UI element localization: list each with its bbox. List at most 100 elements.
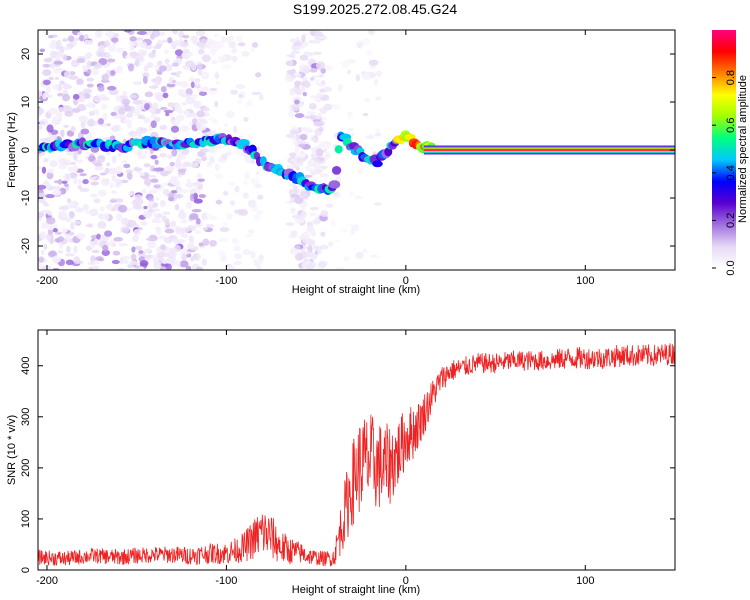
spectrogram-speckle: [159, 152, 167, 158]
spectrogram-speckle: [108, 45, 116, 52]
spectrogram-speckle: [65, 253, 75, 257]
spectrogram-speckle: [143, 177, 152, 186]
spectrogram-speckle: [112, 242, 117, 247]
spectrogram-speckle: [43, 31, 50, 36]
spectrogram-speckle: [142, 75, 148, 84]
spectrogram-speckle: [88, 110, 95, 116]
spectrogram-speckle: [319, 173, 330, 178]
spectrogram-speckle: [191, 118, 198, 125]
spectrogram-speckle: [63, 105, 70, 110]
spectrogram-speckle: [213, 33, 221, 38]
spectrogram-speckle: [190, 256, 195, 262]
spectrogram-speckle: [73, 150, 79, 157]
spectrogram-speckle: [194, 158, 202, 165]
spectrogram-speckle: [320, 165, 328, 169]
spectrogram-speckle: [86, 77, 95, 82]
spectrogram-speckle: [123, 119, 133, 125]
spectrogram-speckle: [61, 180, 68, 184]
spectrogram-speckle: [43, 158, 49, 163]
spectrogram-speckle: [168, 196, 175, 202]
spectrogram-speckle: [83, 34, 89, 39]
spectrogram-speckle: [170, 125, 180, 133]
spectrogram-speckle: [57, 117, 62, 122]
spectrogram-speckle: [140, 220, 148, 226]
spectrogram-speckle: [226, 212, 233, 220]
spectrogram-speckle: [121, 98, 131, 105]
spectrogram-speckle: [209, 240, 217, 247]
spectrogram-speckle: [173, 193, 184, 199]
spectrogram-speckle: [160, 244, 167, 251]
spectrogram-speckle: [304, 165, 312, 172]
spectrogram-speckle: [152, 217, 161, 223]
spectrogram-speckle: [47, 168, 55, 174]
spectrogram-speckle: [111, 174, 117, 183]
spectrogram-speckle: [245, 100, 253, 108]
spectrogram-speckle: [146, 62, 154, 68]
spectrogram-speckle: [236, 35, 243, 43]
spectrogram-speckle: [171, 79, 176, 84]
spectrogram-speckle: [152, 167, 162, 172]
spectrogram-speckle: [38, 256, 45, 263]
spectrogram-speckle: [221, 64, 232, 70]
spectrogram-speckle: [148, 189, 159, 194]
spectrogram-speckle: [357, 168, 364, 174]
spectrogram-speckle: [63, 82, 70, 90]
spectrogram-speckle: [156, 70, 163, 75]
spectrogram-speckle: [231, 237, 239, 245]
spectrogram-speckle: [205, 223, 215, 228]
spectrogram-speckle: [118, 204, 128, 213]
spectrogram-speckle: [109, 182, 114, 189]
spectrogram-speckle: [175, 158, 182, 167]
spectrogram-speckle: [50, 50, 58, 59]
spectrogram-speckle: [99, 172, 107, 176]
spectrogram-speckle: [152, 213, 158, 217]
spectrogram-speckle: [365, 134, 375, 139]
spectrogram-speckle: [144, 91, 154, 98]
spectrogram-speckle: [90, 265, 100, 270]
spectrogram-speckle: [315, 61, 326, 70]
spectrogram-speckle: [195, 30, 206, 37]
spectrogram-speckle: [215, 145, 224, 150]
spectrogram-speckle: [310, 76, 315, 81]
spectrogram-speckle: [61, 227, 69, 233]
spectrogram-speckle: [206, 213, 212, 218]
spectrogram-speckle: [154, 226, 161, 231]
spectrogram-speckle: [127, 219, 137, 227]
spectrogram-speckle: [94, 30, 103, 38]
spectrogram-ridge-blob: [372, 160, 383, 168]
spectrogram-speckle: [122, 228, 129, 234]
spectrogram-speckle: [71, 108, 81, 113]
snr-y-ticks: 0 100 200 300 400: [20, 357, 675, 573]
spectrogram-speckle: [38, 262, 42, 270]
spectrogram-speckle: [233, 150, 244, 155]
spectrogram-speckle: [253, 214, 262, 221]
spectrogram-speckle: [45, 94, 53, 98]
spectrogram-speckle: [179, 125, 190, 133]
spectrogram-speckle: [94, 162, 103, 167]
spectrogram-speckle: [167, 251, 177, 257]
spectrogram-speckle: [43, 203, 50, 207]
spectrogram-speckle: [65, 152, 75, 156]
spectrogram-speckle: [333, 192, 338, 196]
spectrogram-speckle: [79, 173, 87, 177]
spectrogram-speckle: [164, 49, 169, 54]
spectrogram-speckle: [178, 88, 186, 93]
spectrogram-speckle: [40, 198, 46, 203]
spectrogram-speckle: [164, 217, 170, 226]
spectrogram-speckle: [60, 210, 68, 218]
spectrogram-speckle: [251, 41, 259, 48]
spectrogram-speckle: [51, 189, 62, 196]
spectrogram-speckle: [46, 216, 56, 225]
spectrogram-speckle: [214, 41, 224, 49]
spectrogram-speckle: [347, 111, 353, 116]
spectrogram-speckle: [134, 59, 140, 67]
spectrogram-x-label: Height of straight line (km): [292, 284, 420, 296]
spectrogram-speckle: [89, 176, 97, 180]
spectrogram-speckle: [318, 260, 328, 268]
spectrogram-speckle: [134, 245, 143, 251]
spectrogram-speckle: [50, 39, 58, 48]
spectrogram-speckle: [298, 152, 307, 159]
spectrogram-speckle: [237, 42, 246, 47]
spectrogram-speckle: [285, 133, 295, 139]
spectrogram-speckle: [150, 178, 159, 183]
